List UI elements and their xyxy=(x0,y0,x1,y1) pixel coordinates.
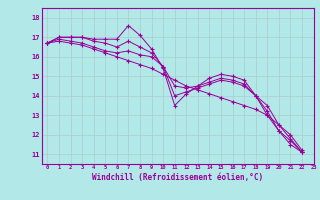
X-axis label: Windchill (Refroidissement éolien,°C): Windchill (Refroidissement éolien,°C) xyxy=(92,173,263,182)
